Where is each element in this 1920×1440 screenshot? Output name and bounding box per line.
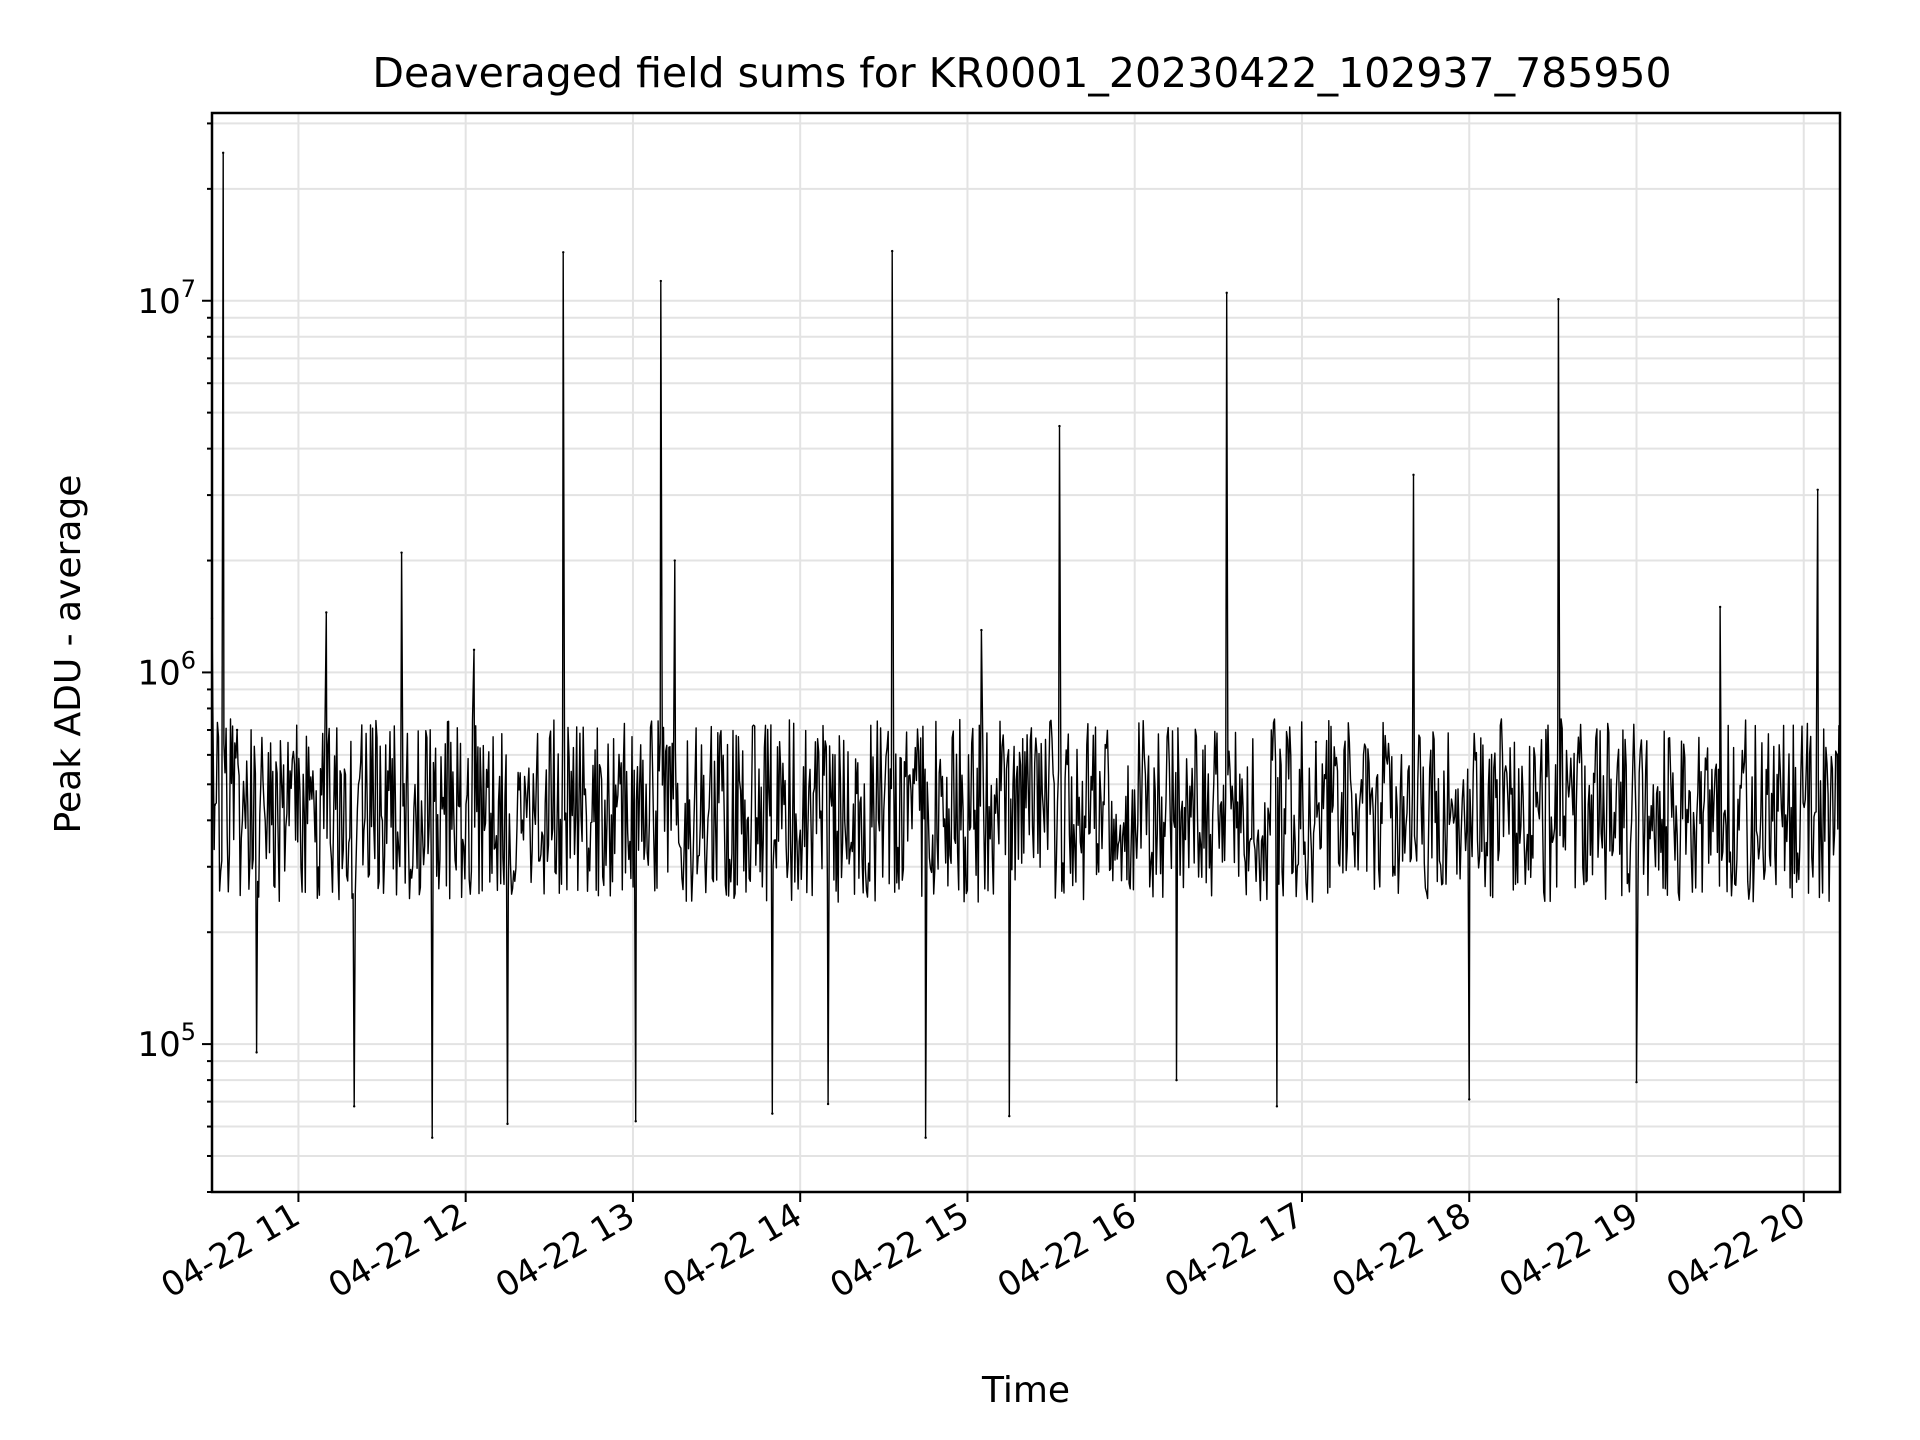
data-point [400, 551, 403, 554]
data-point [1275, 1105, 1279, 1108]
data-point [1557, 297, 1560, 301]
y-tick-label-exponent: 5 [181, 1018, 196, 1046]
data-point [562, 251, 565, 254]
data-point [924, 1136, 927, 1139]
y-tick-label: 106 [137, 646, 196, 693]
y-tick-label: 107 [137, 275, 196, 322]
y-tick-label-base: 10 [137, 282, 180, 322]
data-point [1008, 1114, 1011, 1118]
data-point [1314, 740, 1318, 744]
data-point [659, 279, 663, 283]
data-point [352, 1105, 356, 1108]
chart-title: Deaveraged field sums for KR0001_2023042… [372, 49, 1671, 97]
x-tick-label: 04-22 20 [1660, 1195, 1812, 1306]
x-tick-label: 04-22 19 [1493, 1195, 1645, 1306]
y-tick-label-base: 10 [137, 1025, 180, 1065]
data-point [325, 611, 328, 614]
x-tick-label: 04-22 17 [1158, 1195, 1310, 1306]
data-point [431, 1136, 434, 1139]
data-point [1718, 605, 1722, 609]
x-tick-label: 04-22 18 [1325, 1195, 1477, 1306]
data-point [771, 1112, 774, 1115]
data-point [255, 1051, 258, 1054]
data-point [980, 628, 983, 632]
data-point [1225, 291, 1228, 295]
data-point [235, 728, 239, 732]
x-tick-label: 04-22 15 [824, 1195, 976, 1306]
x-axis: 04-22 11 04-22 12 04-22 13 04-22 14 04-22 15… [155, 1192, 1812, 1306]
series-layer [210, 151, 1841, 1139]
grid [212, 113, 1840, 1193]
data-point [673, 559, 676, 562]
data-point [634, 1120, 637, 1123]
data-point [213, 803, 216, 807]
x-tick-label: 04-22 14 [656, 1195, 808, 1306]
data-point [890, 249, 894, 253]
data-point [221, 151, 225, 155]
x-axis-label: Time [981, 1370, 1070, 1411]
y-tick-label-base: 10 [137, 653, 180, 693]
plot-frame [210, 111, 1842, 1194]
data-point [1412, 473, 1415, 477]
data-point [826, 1102, 830, 1106]
data-point [1836, 753, 1839, 757]
x-tick-label: 04-22 11 [155, 1195, 307, 1306]
data-point [472, 648, 476, 652]
series-line [211, 152, 1841, 1139]
x-tick-label: 04-22 16 [991, 1195, 1143, 1306]
data-point [1058, 424, 1061, 428]
y-axis-label: Peak ADU - average [48, 475, 89, 834]
data-point [1468, 1098, 1471, 1101]
data-point [1635, 1080, 1638, 1084]
y-tick-label-exponent: 6 [181, 646, 196, 674]
y-tick-label: 105 [137, 1018, 196, 1065]
data-point [1175, 1078, 1178, 1082]
y-tick-label-exponent: 7 [181, 275, 196, 303]
data-point [506, 1122, 509, 1126]
data-point [1816, 488, 1819, 491]
x-tick-label: 04-22 12 [322, 1195, 474, 1306]
x-tick-label: 04-22 13 [489, 1195, 641, 1306]
